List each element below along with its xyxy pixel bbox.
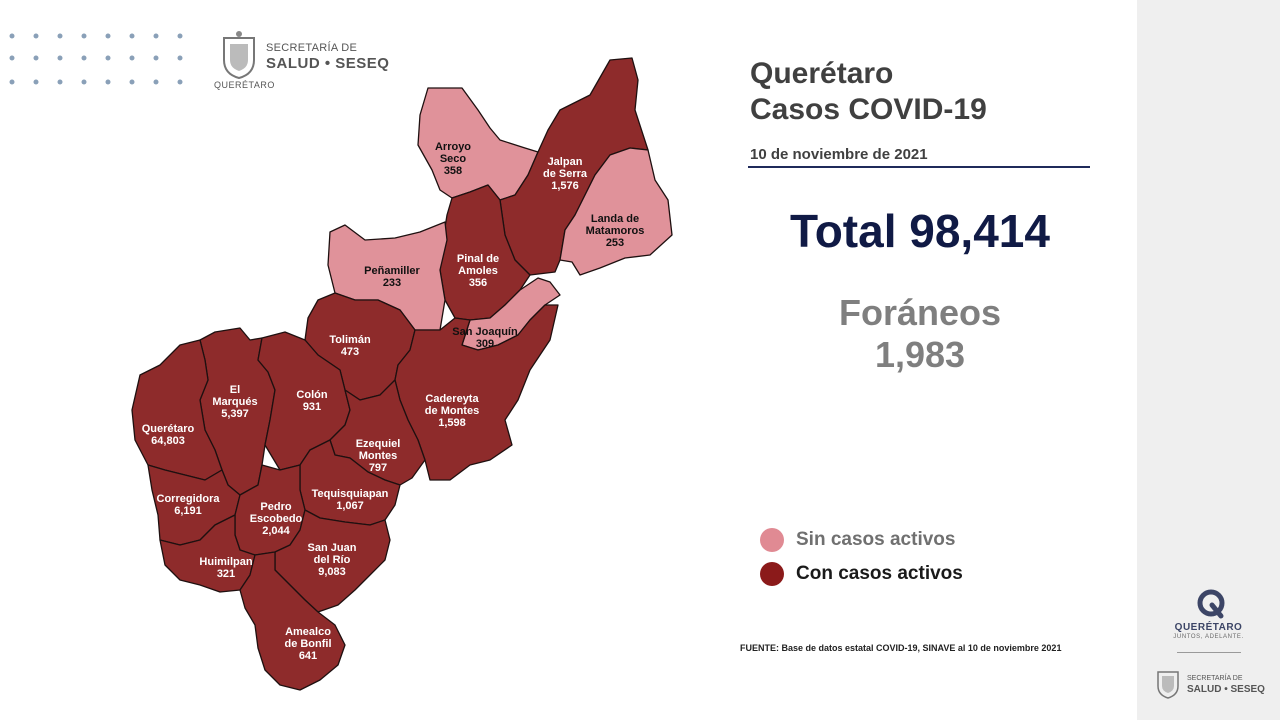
map-label-ezequiel: Ezequiel Montes 797 bbox=[356, 438, 401, 474]
title-state: Querétaro bbox=[750, 57, 894, 90]
map-label-huimilpan: Huimilpan 321 bbox=[199, 556, 252, 580]
municipality-san-juan bbox=[274, 509, 391, 613]
map-label-toliman: Tolimán 473 bbox=[329, 334, 371, 358]
map-label-amealco: Amealco de Bonfil 641 bbox=[284, 626, 331, 662]
map-label-landa: Landa de Matamoros 253 bbox=[586, 213, 645, 249]
right-panel-tagline: JUNTOS, ADELANTE. bbox=[1173, 634, 1244, 640]
map-label-el-marques: El Marqués 5,397 bbox=[212, 384, 257, 420]
queretaro-municipality-map: Arroyo Seco 358 Jalpan de Serra 1,576 Landa de… bbox=[125, 40, 685, 710]
state-emblem-small-icon bbox=[1157, 671, 1179, 699]
legend-label-inactive: Sin casos activos bbox=[796, 529, 956, 550]
right-panel-divider bbox=[1177, 652, 1241, 653]
map-label-queretaro: Querétaro 64,803 bbox=[142, 423, 195, 447]
map-label-cadereyta: Cadereyta de Montes 1,598 bbox=[425, 393, 480, 429]
map-label-corregidora: Corregidora 6,191 bbox=[157, 493, 221, 517]
map-label-jalpan: Jalpan de Serra 1,576 bbox=[543, 156, 588, 192]
data-source: FUENTE: Base de datos estatal COVID-19, … bbox=[740, 643, 1062, 653]
municipality-amealco bbox=[239, 551, 346, 691]
foreign-cases: Foráneos 1,983 bbox=[750, 292, 1090, 376]
seseq-logo: SECRETARÍA DE SALUD • SESEQ QUERÉTARO bbox=[214, 30, 398, 90]
logo-line1: SECRETARÍA DE bbox=[266, 42, 358, 54]
municipality-queretaro bbox=[131, 339, 223, 481]
queretaro-q-logo-icon bbox=[1197, 589, 1225, 619]
map-label-san-juan: San Juan del Río 9,083 bbox=[308, 542, 357, 578]
foreign-cases-value: 1,983 bbox=[874, 334, 966, 375]
decorative-dot-pattern bbox=[9, 33, 183, 85]
map-label-penamiller: Peñamiller 233 bbox=[364, 265, 420, 289]
right-panel-logo-line2: SALUD • SESEQ bbox=[1187, 684, 1265, 695]
municipality-ezequiel bbox=[329, 379, 426, 486]
date-underline bbox=[748, 166, 1090, 168]
map-label-pinal: Pinal de Amoles 356 bbox=[457, 253, 499, 289]
right-panel-logo-line1: SECRETARÍA DE bbox=[1187, 675, 1243, 682]
legend-label-active: Con casos activos bbox=[796, 563, 963, 584]
right-panel-brand: QUERÉTARO bbox=[1174, 622, 1243, 633]
municipality-landa bbox=[559, 147, 673, 276]
map-label-colon: Colón 931 bbox=[296, 389, 327, 413]
legend-item-active: Con casos activos bbox=[760, 561, 1060, 595]
legend-swatch-inactive bbox=[760, 528, 784, 552]
title-block: Querétaro Casos COVID-19 bbox=[750, 56, 1090, 128]
state-emblem-icon bbox=[223, 31, 255, 80]
map-legend: Sin casos activos Con casos activos bbox=[760, 527, 1060, 595]
legend-swatch-active bbox=[760, 562, 784, 586]
right-side-panel: QUERÉTARO JUNTOS, ADELANTE. SECRETARÍA D… bbox=[1137, 0, 1280, 720]
total-cases: Total 98,414 bbox=[790, 205, 1050, 257]
legend-item-inactive: Sin casos activos bbox=[760, 527, 1060, 561]
map-label-arroyo-seco: Arroyo Seco 358 bbox=[435, 141, 471, 177]
report-date: 10 de noviembre de 2021 bbox=[750, 146, 928, 163]
logo-line3: QUERÉTARO bbox=[214, 80, 275, 90]
map-label-pedro-escobedo: Pedro Escobedo 2,044 bbox=[250, 501, 303, 537]
foreign-cases-label: Foráneos bbox=[838, 292, 1002, 333]
logo-line2: SALUD • SESEQ bbox=[266, 55, 390, 72]
map-label-tequisquiapan: Tequisquiapan 1,067 bbox=[312, 488, 389, 512]
title-subject: Casos COVID-19 bbox=[750, 93, 987, 126]
map-label-san-joaquin: San Joaquín 309 bbox=[452, 326, 518, 350]
